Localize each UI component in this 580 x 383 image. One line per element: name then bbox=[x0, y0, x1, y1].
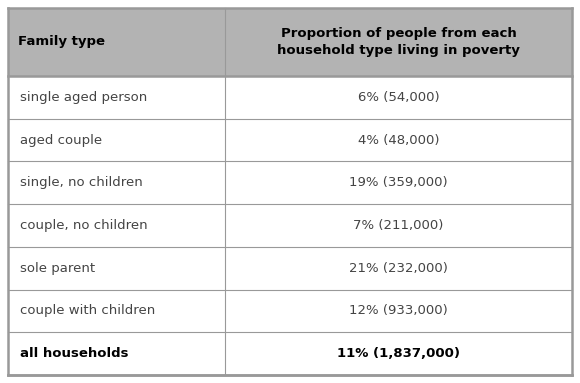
Text: single aged person: single aged person bbox=[20, 91, 147, 104]
Bar bbox=[8, 76, 572, 119]
Text: single, no children: single, no children bbox=[20, 176, 143, 189]
Text: 4% (48,000): 4% (48,000) bbox=[358, 134, 439, 147]
Text: 11% (1,837,000): 11% (1,837,000) bbox=[337, 347, 460, 360]
Bar bbox=[8, 290, 572, 332]
Text: 6% (54,000): 6% (54,000) bbox=[358, 91, 440, 104]
Text: 21% (232,000): 21% (232,000) bbox=[349, 262, 448, 275]
Bar bbox=[8, 8, 572, 76]
Bar bbox=[8, 332, 572, 375]
Bar bbox=[8, 119, 572, 161]
Text: all households: all households bbox=[20, 347, 129, 360]
Text: couple with children: couple with children bbox=[20, 304, 155, 318]
Text: sole parent: sole parent bbox=[20, 262, 95, 275]
Text: 12% (933,000): 12% (933,000) bbox=[349, 304, 448, 318]
Text: couple, no children: couple, no children bbox=[20, 219, 148, 232]
Text: Proportion of people from each
household type living in poverty: Proportion of people from each household… bbox=[277, 27, 520, 57]
Text: 7% (211,000): 7% (211,000) bbox=[353, 219, 444, 232]
Text: 19% (359,000): 19% (359,000) bbox=[349, 176, 448, 189]
Bar bbox=[8, 161, 572, 204]
Text: Family type: Family type bbox=[18, 36, 105, 49]
Text: aged couple: aged couple bbox=[20, 134, 102, 147]
Bar bbox=[8, 247, 572, 290]
Bar bbox=[8, 204, 572, 247]
